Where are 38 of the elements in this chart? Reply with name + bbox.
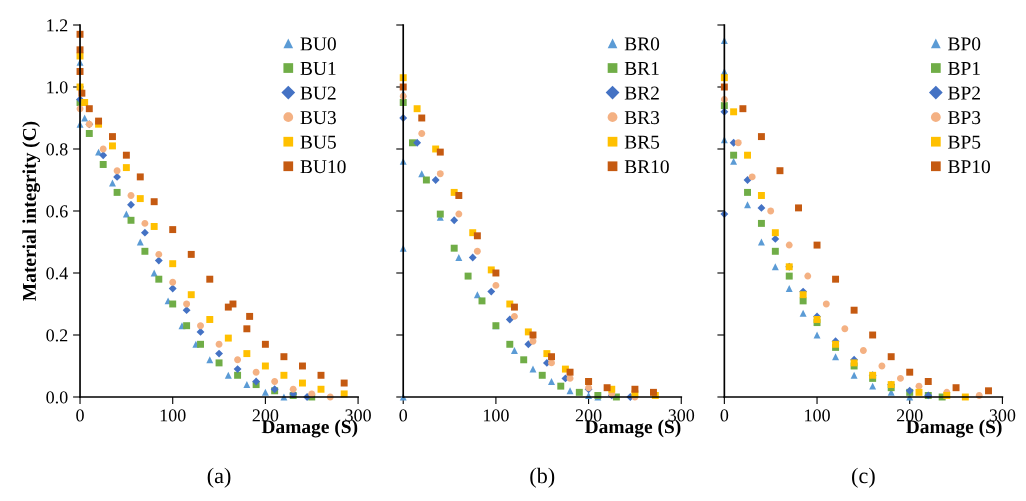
x-tick-label: 0	[720, 409, 729, 422]
legend-label: BR10	[624, 160, 669, 174]
legend-label: BU0	[300, 37, 336, 51]
legend-label: BP3	[948, 111, 981, 125]
y-tick-label: 0.4	[46, 267, 68, 280]
y-tick-label: 1.2	[47, 19, 68, 32]
legend-label: BR1	[624, 62, 659, 75]
y-tick-label: 0.2	[46, 329, 68, 342]
x-tick-label: 200	[575, 409, 602, 422]
x-tick-label: 0	[399, 409, 408, 422]
legend-label: BU10	[300, 160, 346, 174]
y-axis-title: Material integrity (C)	[22, 121, 41, 301]
text: (a)	[207, 467, 231, 488]
legend-label: BU1	[300, 62, 336, 76]
x-tick-label: 100	[483, 409, 509, 422]
text: (b)	[530, 467, 555, 488]
x-tick-label: 100	[805, 409, 830, 422]
x-tick-label: 200	[896, 409, 923, 422]
legend-label: BP0	[948, 37, 981, 51]
y-tick-label: 0.8	[46, 143, 68, 156]
legend-label: BR2	[624, 86, 659, 100]
legend-label: BP5	[948, 135, 981, 149]
legend-label: BR0	[624, 37, 660, 51]
legend-label: BU3	[300, 111, 336, 125]
x-tick-label: 100	[160, 409, 186, 422]
x-tick-label: 200	[252, 409, 279, 422]
y-tick-label: 1.0	[47, 81, 68, 94]
legend-label: BR3	[624, 111, 660, 125]
y-tick-label: 0.0	[46, 391, 68, 404]
legend-label: BU5	[300, 135, 336, 149]
text: (c)	[852, 467, 875, 488]
legend-label: BP1	[948, 62, 980, 75]
legend-label: BP2	[948, 86, 980, 100]
legend-label: BR5	[624, 135, 660, 149]
x-tick-label: 0	[76, 409, 84, 422]
legend-label: BU2	[300, 86, 336, 100]
legend-label: BP10	[948, 160, 990, 174]
y-tick-label: 0.6	[46, 205, 68, 218]
